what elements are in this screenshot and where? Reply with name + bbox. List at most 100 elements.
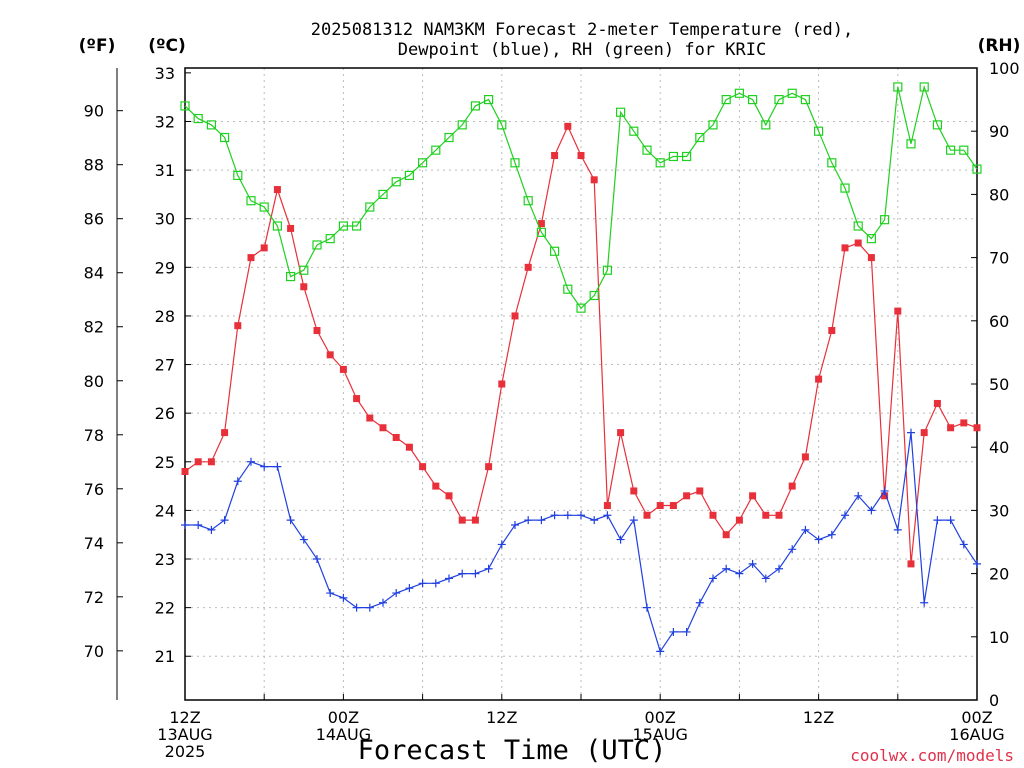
x-tick-label: 00Z — [328, 708, 359, 727]
rh-point — [642, 145, 652, 155]
dewpoint-point — [220, 516, 229, 525]
temperature-point — [749, 492, 757, 500]
temperature-point — [419, 463, 427, 471]
dewpoint-point — [669, 627, 678, 636]
rh-point — [708, 120, 718, 130]
rh-point — [246, 196, 256, 206]
rh-point — [563, 284, 573, 294]
dewpoint-point — [722, 564, 731, 573]
dewpoint-point — [788, 545, 797, 554]
rh-point — [299, 265, 309, 275]
x-tick-label: 16AUG — [949, 725, 1004, 744]
dewpoint-point — [326, 589, 335, 598]
temperature-point — [643, 511, 651, 519]
temperature-point — [630, 487, 638, 495]
dewpoint-point — [511, 520, 519, 529]
temperature-point — [722, 531, 730, 539]
credit-text: coolwx.com/models — [850, 746, 1014, 765]
rh-point — [523, 196, 533, 206]
temperature-point — [234, 322, 242, 330]
temperature-point — [353, 395, 361, 403]
temperature-point — [405, 443, 413, 451]
rh-point — [497, 120, 507, 130]
rh-point — [932, 120, 943, 130]
dewpoint-point — [431, 579, 440, 588]
dewpoint-point — [946, 516, 955, 525]
dewpoint-point — [497, 540, 506, 549]
dewpoint-point — [827, 530, 836, 539]
celsius-tick-label: 23 — [155, 550, 175, 569]
rh-point — [470, 101, 480, 111]
temperature-point — [207, 458, 215, 466]
dewpoint-point — [471, 569, 480, 578]
dewpoint-point — [247, 457, 255, 466]
rh-tick-label: 20 — [989, 565, 1009, 584]
rh-point — [747, 94, 758, 105]
rh-point — [272, 221, 282, 231]
dewpoint-point — [577, 511, 585, 520]
fahrenheit-tick-label: 90 — [84, 102, 104, 121]
dewpoint-point — [603, 511, 612, 520]
celsius-tick-label: 25 — [155, 453, 175, 472]
rh-line — [184, 84, 978, 310]
rh-point — [681, 151, 692, 162]
dewpoint-point — [194, 520, 203, 529]
rh-ticks: 0 10 20 30 40 50 60 70 80 90 100 — [971, 59, 1020, 710]
rh-point — [576, 303, 586, 313]
fahrenheit-tick-label: 84 — [84, 264, 104, 283]
rh-point — [193, 113, 203, 124]
temperature-point — [696, 487, 704, 495]
rh-point — [893, 82, 903, 92]
celsius-tick-label: 32 — [155, 112, 175, 131]
dewpoint-point — [695, 598, 704, 607]
temperature-point — [577, 152, 585, 160]
x-tick-label: 14AUG — [316, 725, 371, 744]
rh-tick-label: 90 — [989, 122, 1009, 141]
chart-title-line-1: 2025081312 NAM3KM Forecast 2-meter Tempe… — [311, 20, 853, 40]
dewpoint-point — [893, 525, 902, 534]
dewpoint-point — [181, 520, 189, 529]
rh-point — [206, 120, 216, 130]
dewpoint-point — [563, 511, 572, 520]
rh-tick-label: 40 — [989, 438, 1009, 457]
x-tick-label: 15AUG — [632, 725, 687, 744]
temperature-point — [973, 424, 981, 432]
celsius-tick-label: 26 — [155, 404, 175, 423]
dewpoint-point — [313, 555, 321, 564]
rh-point — [800, 94, 811, 105]
temperature-point — [788, 482, 796, 490]
rh-tick-label: 50 — [989, 375, 1009, 394]
dewpoint-point — [775, 564, 783, 573]
celsius-tick-label: 30 — [155, 210, 175, 229]
dewpoint-series — [181, 428, 981, 656]
temperature-point — [854, 239, 862, 247]
celsius-tick-label: 22 — [155, 599, 175, 618]
rh-point — [391, 177, 401, 187]
grid — [185, 68, 977, 700]
rh-point — [536, 227, 547, 237]
temperature-point — [881, 492, 889, 500]
temperature-point — [735, 516, 743, 524]
celsius-tick-label: 33 — [155, 64, 175, 83]
temperature-point — [432, 482, 440, 490]
dewpoint-point — [854, 491, 863, 500]
rh-series — [180, 82, 982, 313]
dewpoint-point — [352, 603, 361, 612]
temperature-point — [260, 244, 268, 252]
temperature-point — [683, 492, 691, 500]
celsius-tick-label: 28 — [155, 307, 175, 326]
rh-point — [233, 170, 243, 181]
rh-point — [853, 221, 863, 231]
fahrenheit-tick-label: 86 — [84, 210, 104, 229]
temperature-point — [537, 220, 545, 228]
fahrenheit-tick-label: 88 — [84, 156, 104, 175]
temperature-point — [603, 502, 611, 510]
dewpoint-point — [841, 511, 849, 520]
dewpoint-point — [405, 584, 414, 593]
temperature-point — [947, 424, 955, 432]
rh-point — [378, 189, 388, 199]
celsius-tick-label: 27 — [155, 356, 175, 375]
rh-point — [259, 202, 269, 212]
temperature-point — [617, 429, 625, 437]
temperature-point — [221, 429, 229, 437]
